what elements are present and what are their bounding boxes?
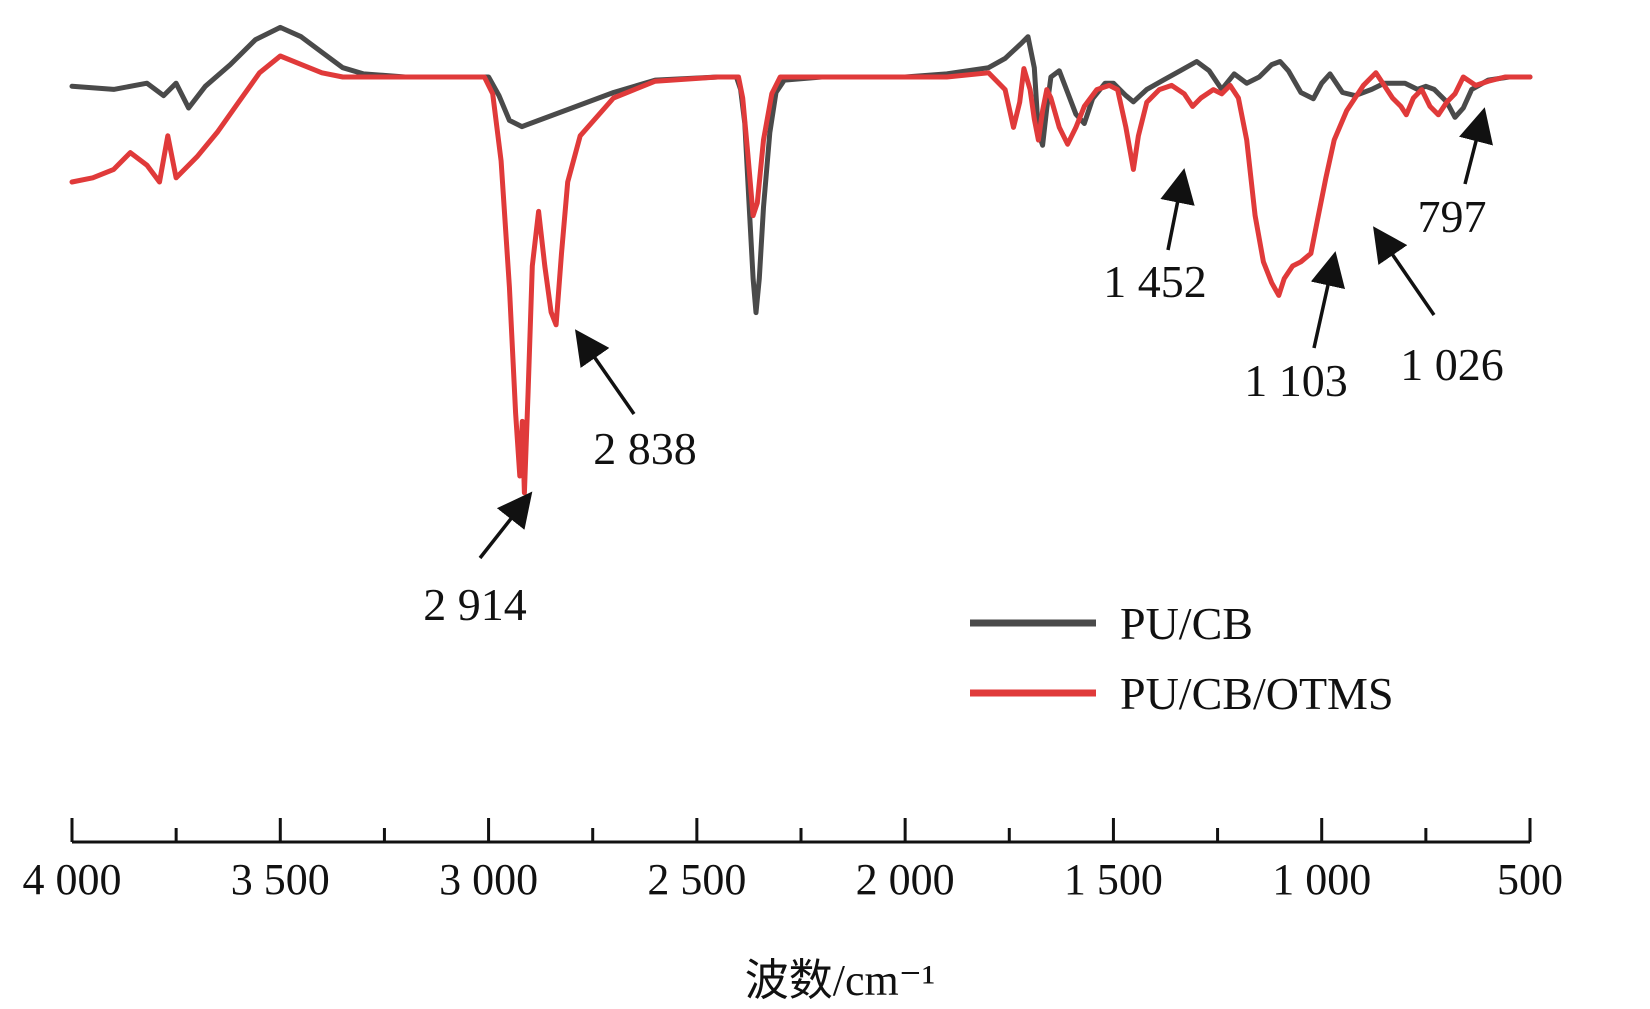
annotation-label: 1 103 xyxy=(1244,355,1348,406)
legend: PU/CB PU/CB/OTMS xyxy=(970,598,1394,719)
annotation-arrow xyxy=(478,491,533,560)
x-tick-label: 2 500 xyxy=(647,855,746,904)
series-layer xyxy=(69,24,1533,496)
annotation-label: 797 xyxy=(1418,191,1487,242)
x-tick-label: 1 500 xyxy=(1064,855,1163,904)
legend-label: PU/CB/OTMS xyxy=(1120,668,1394,719)
annotation-arrow xyxy=(575,329,636,415)
x-axis-label: 波数/cm⁻¹ xyxy=(745,956,935,1005)
annotation-label: 2 914 xyxy=(423,579,527,630)
annotation-label: 2 838 xyxy=(593,423,697,474)
x-axis: 4 000 3 500 3 000 2 500 2 000 1 500 1 000 500 xyxy=(23,818,1563,904)
legend-label: PU/CB xyxy=(1120,598,1253,649)
annotation-arrow xyxy=(1160,168,1195,251)
series-line-1 xyxy=(69,24,1533,316)
annotation-label: 1 026 xyxy=(1400,339,1504,390)
x-tick-label: 3 500 xyxy=(231,855,330,904)
x-tick-label: 1 000 xyxy=(1272,855,1371,904)
annotation-layer: 2 914 2 838 1 452 1 103 1 026 797 xyxy=(423,107,1504,630)
x-tick-label: 2 000 xyxy=(856,855,955,904)
x-tick-label: 500 xyxy=(1497,855,1563,904)
annotation-arrow xyxy=(1310,251,1346,349)
x-tick-label: 3 000 xyxy=(439,855,538,904)
annotation-arrow xyxy=(1459,107,1493,185)
annotation-arrow xyxy=(1373,226,1436,316)
annotation-label: 1 452 xyxy=(1103,256,1207,307)
x-tick-label: 4 000 xyxy=(23,855,122,904)
series-line-2 xyxy=(69,53,1533,496)
